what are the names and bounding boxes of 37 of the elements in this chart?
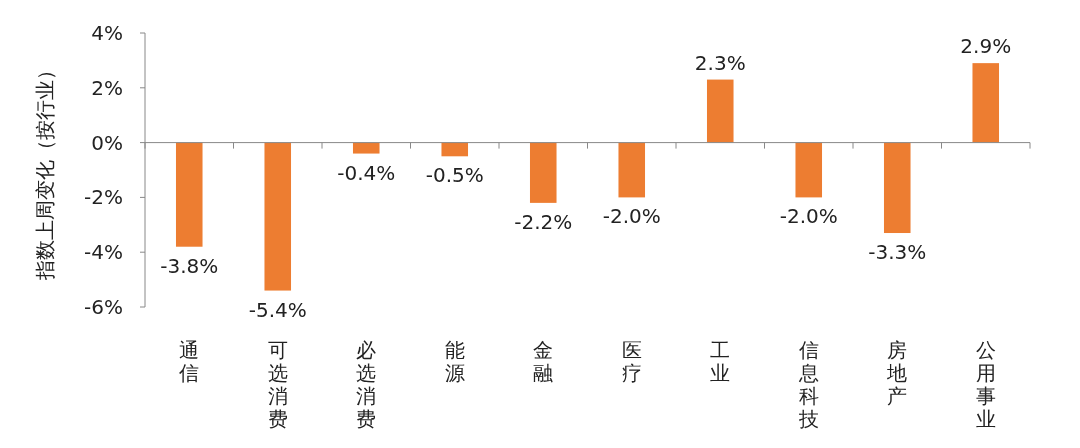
- bar: [441, 142, 469, 157]
- y-tick-label: -6%: [84, 295, 123, 319]
- x-tick-label: 能源: [444, 338, 465, 385]
- x-tick-label: 房地产: [886, 338, 908, 408]
- data-label: -5.4%: [248, 297, 307, 322]
- data-label: -0.5%: [425, 163, 484, 188]
- bar: [883, 142, 911, 234]
- bar: [618, 142, 646, 198]
- data-label: -2.0%: [779, 204, 838, 229]
- bar: [795, 142, 823, 198]
- x-tick-label: 金融: [533, 338, 554, 385]
- y-tick-label: 2%: [91, 75, 123, 100]
- bar: [706, 79, 734, 143]
- bar: [175, 142, 203, 247]
- x-tick-label: 公用事业: [975, 338, 996, 431]
- x-tick-label: 医疗: [621, 338, 642, 385]
- x-tick-label: 必选消费: [356, 338, 377, 431]
- y-tick-label: -4%: [84, 240, 123, 265]
- data-label: -2.0%: [602, 204, 661, 229]
- y-tick-label: -2%: [84, 185, 123, 210]
- data-label: -2.2%: [514, 209, 573, 234]
- y-tick-label: 4%: [91, 21, 123, 45]
- data-label: 2.3%: [694, 50, 746, 75]
- bar: [352, 142, 380, 154]
- x-tick-label: 可选消费: [267, 338, 288, 431]
- bar: [972, 63, 1000, 143]
- bar: [529, 142, 557, 203]
- data-label: -3.3%: [868, 240, 927, 265]
- data-label: -0.4%: [337, 160, 396, 185]
- x-tick-label: 工业: [710, 338, 731, 385]
- data-label: -3.8%: [160, 253, 219, 278]
- data-label: 2.9%: [960, 34, 1012, 59]
- bar: [264, 142, 292, 291]
- x-tick-label: 通信: [179, 338, 200, 385]
- y-tick-label: 0%: [91, 130, 123, 155]
- y-axis-title: 指数上周变化（按行业）: [33, 60, 57, 281]
- x-tick-label: 信息科技: [797, 338, 819, 431]
